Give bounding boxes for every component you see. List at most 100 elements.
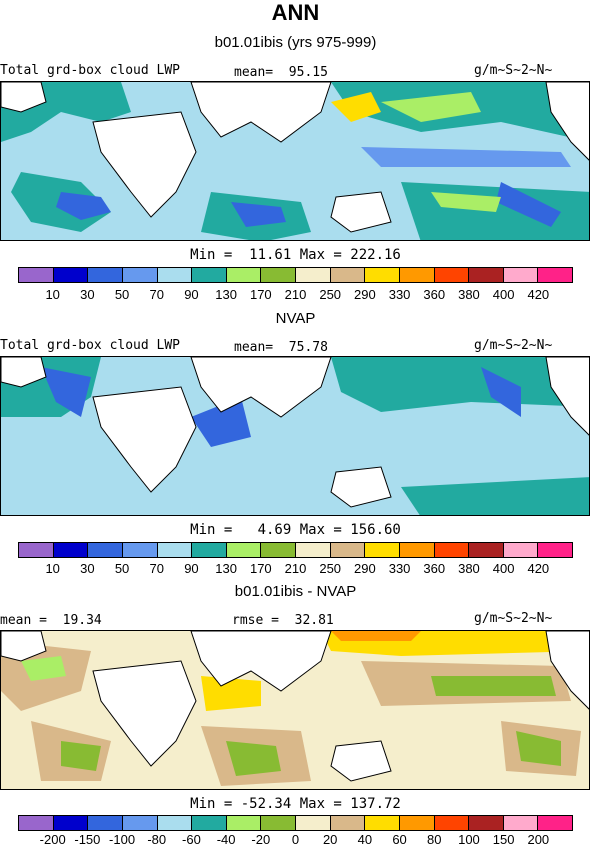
panel-1-tick-label: 210 <box>284 287 307 302</box>
panel-3-colorbar-swatch-10 <box>365 816 400 830</box>
panel-3-mean-label: mean = 19.34 <box>0 613 102 628</box>
panel-1-colorbar-swatch-6 <box>226 268 262 282</box>
panel-3-contour-green-natl <box>21 656 66 681</box>
panel-3-colorbar-swatch-12 <box>434 816 470 830</box>
panel-1-tick-label: 330 <box>388 287 411 302</box>
panel-2-map-svg <box>1 357 589 515</box>
panel-2-tick-label: 210 <box>284 561 307 576</box>
panel-2-colorbar-swatch-15 <box>538 543 572 557</box>
panel-1-variable-label: Total grd-box cloud LWP <box>0 63 181 78</box>
panel-2-variable-label: Total grd-box cloud LWP <box>0 338 181 353</box>
panel-2-colorbar-swatch-2 <box>88 543 123 557</box>
panel-1-colorbar-swatch-5 <box>192 268 227 282</box>
panel-2-colorbar-swatch-13 <box>469 543 504 557</box>
panel-1-mean-label: mean= 95.15 <box>234 65 328 80</box>
panel-3-tick-label: 200 <box>527 832 550 847</box>
panel-3-contour-green-satl <box>61 741 101 771</box>
panel-2-tick-label: 10 <box>45 561 60 576</box>
panel-3-colorbar-swatch-8 <box>296 816 331 830</box>
panel-3-tick-label: -60 <box>182 832 201 847</box>
panel-3-contour-orange-npac <box>331 631 421 641</box>
panel-1-map <box>0 81 590 241</box>
panel-1-colorbar-swatch-12 <box>434 268 470 282</box>
panel-3-map-svg <box>1 631 589 789</box>
panel-3-tick-label: -200 <box>39 832 66 847</box>
panel-1-americas-east-land <box>545 82 589 161</box>
panel-1-colorbar <box>18 267 573 283</box>
panel-3-colorbar-swatch-1 <box>53 816 89 830</box>
panel-1-colorbar-swatch-4 <box>157 268 193 282</box>
panel-3-subtitle: b01.01ibis - NVAP <box>234 583 357 600</box>
panel-2-colorbar-swatch-9 <box>330 543 366 557</box>
panel-1-contour-yellow-npac <box>331 92 381 122</box>
panel-2-tick-label: 130 <box>215 561 237 576</box>
panel-3-contour-green-npac <box>431 676 556 696</box>
panel-3-australia-land <box>330 740 392 782</box>
panel-2-contour-blue-arabian <box>191 397 251 447</box>
panel-1-colorbar-swatch-7 <box>261 268 296 282</box>
panel-1-contour-blue-spac <box>496 182 561 227</box>
panel-3-colorbar-swatch-6 <box>226 816 262 830</box>
panel-1-tick-label: 170 <box>249 287 272 302</box>
panel-3-africa-land <box>92 660 197 767</box>
panel-2-tick-label: 420 <box>527 561 550 576</box>
panel-2-contour-blue-epac <box>481 367 521 417</box>
panel-3-tick-label: -80 <box>147 832 167 847</box>
panel-2-africa-land <box>92 386 197 493</box>
panel-1-eurasia-land <box>190 82 332 143</box>
panel-1-colorbar-swatch-9 <box>330 268 366 282</box>
panel-3-colorbar-swatch-5 <box>192 816 227 830</box>
panel-2-colorbar-swatch-11 <box>399 543 435 557</box>
panel-3-colorbar-swatch-15 <box>538 816 572 830</box>
panel-3-rmse-label: rmse = 32.81 <box>232 613 334 628</box>
panel-2-colorbar-ticks: 10 30 50 70 90 130 170 210 250 290 330 360 380 400 420 <box>18 561 573 577</box>
panel-3-colorbar-swatch-4 <box>157 816 193 830</box>
panel-2-map <box>0 356 590 516</box>
panel-3-americas-west-land <box>1 631 47 662</box>
figure-title: ANN <box>271 0 320 25</box>
panel-2-colorbar-swatch-3 <box>122 543 158 557</box>
panel-3-map <box>0 630 590 790</box>
panel-1-min-max: Min = 11.61 Max = 222.16 <box>190 247 401 263</box>
panel-2-colorbar-swatch-7 <box>261 543 296 557</box>
panel-3-min-max: Min = -52.34 Max = 137.72 <box>190 796 401 812</box>
panel-1-tick-label: 90 <box>184 287 199 302</box>
panel-2-tick-label: 170 <box>249 561 272 576</box>
panel-3-tick-label: -40 <box>216 832 236 847</box>
panel-1-tick-label: 10 <box>45 287 60 302</box>
panel-3-americas-east-land <box>545 631 589 710</box>
panel-2-americas-east-land <box>545 357 589 436</box>
panel-1-tick-label: 420 <box>527 287 550 302</box>
panel-3-tick-label: 60 <box>392 832 407 847</box>
panel-1-australia-land <box>330 191 392 233</box>
panel-1-contour-blue-itcz <box>361 147 571 167</box>
panel-3-tick-label: 40 <box>357 832 373 847</box>
panel-1-tick-label: 290 <box>354 287 376 302</box>
panel-3-contour-green-spac <box>516 731 561 766</box>
panel-2-colorbar <box>18 542 573 558</box>
panel-2-colorbar-swatch-12 <box>434 543 470 557</box>
panel-3-colorbar-swatch-0 <box>19 816 54 830</box>
panel-2-colorbar-swatch-8 <box>296 543 331 557</box>
panel-1-colorbar-swatch-1 <box>53 268 89 282</box>
panel-3-eurasia-land <box>190 631 332 692</box>
panel-2-tick-label: 400 <box>492 561 515 576</box>
panel-2-subtitle: NVAP <box>275 310 316 327</box>
panel-1-colorbar-ticks: 10 30 50 70 90 130 170 210 250 290 330 360 380 400 420 <box>18 287 573 303</box>
panel-1-contour-green-spac <box>431 192 501 212</box>
panel-3-colorbar-swatch-2 <box>88 816 123 830</box>
panel-3-tick-label: 0 <box>291 832 300 847</box>
panel-2-tick-label: 330 <box>388 561 411 576</box>
panel-1-colorbar-swatch-13 <box>469 268 504 282</box>
panel-1-contour-blue-indian <box>231 202 286 227</box>
panel-3-colorbar-swatch-11 <box>399 816 435 830</box>
panel-2-tick-label: 90 <box>184 561 199 576</box>
panel-2-mean-label: mean= 75.78 <box>234 340 328 355</box>
panel-2-tick-label: 360 <box>423 561 446 576</box>
panel-1-colorbar-swatch-10 <box>365 268 400 282</box>
panel-1-map-svg <box>1 82 589 240</box>
panel-1-units-label: g/m~S~2~N~ <box>474 63 553 78</box>
panel-3-colorbar-swatch-9 <box>330 816 366 830</box>
panel-1-colorbar-swatch-2 <box>88 268 123 282</box>
panel-3-colorbar-swatch-3 <box>122 816 158 830</box>
